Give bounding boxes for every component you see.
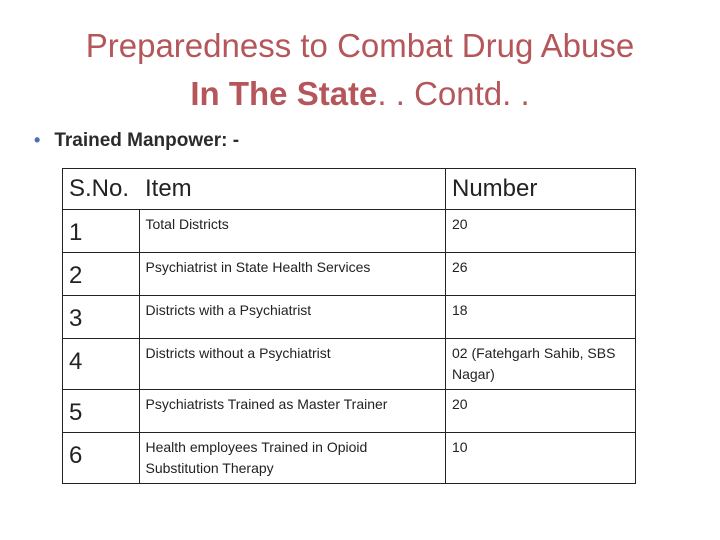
cell-item: Psychiatrists Trained as Master Trainer xyxy=(138,389,446,433)
cell-sno: 5 xyxy=(62,389,140,433)
bullet-text: Trained Manpower: - xyxy=(54,130,240,151)
table-row: 1 Total Districts 20 xyxy=(62,209,636,253)
table-row: 4 Districts without a Psychiatrist 02 (F… xyxy=(62,338,636,390)
title-line-2-bold: In The State xyxy=(190,75,378,112)
cell-number: 10 xyxy=(445,432,636,484)
cell-item: Districts with a Psychiatrist xyxy=(138,295,446,339)
cell-item: Districts without a Psychiatrist xyxy=(138,338,446,390)
cell-item: Total Districts xyxy=(138,209,446,253)
cell-item: Psychiatrist in State Health Services xyxy=(138,252,446,296)
cell-number: 26 xyxy=(445,252,636,296)
table-row: 5 Psychiatrists Trained as Master Traine… xyxy=(62,389,636,433)
title-line-2-rest: . . Contd. . xyxy=(377,75,530,112)
cell-sno: 6 xyxy=(62,432,140,484)
header-number: Number xyxy=(445,168,636,210)
slide-title: Preparedness to Combat Drug Abuse In The… xyxy=(0,22,720,118)
cell-number: 02 (Fatehgarh Sahib, SBS Nagar) xyxy=(445,338,636,390)
cell-sno: 1 xyxy=(62,209,140,253)
title-line-2: In The State. . Contd. . xyxy=(0,70,720,118)
header-sno: S.No. xyxy=(62,168,139,210)
header-item: Item xyxy=(139,168,446,210)
table-row: 2 Psychiatrist in State Health Services … xyxy=(62,252,636,296)
cell-sno: 4 xyxy=(62,338,140,390)
table-row: 3 Districts with a Psychiatrist 18 xyxy=(62,295,636,339)
manpower-table: S.No. Item Number 1 Total Districts 20 2… xyxy=(62,168,636,484)
cell-sno: 3 xyxy=(62,295,140,339)
cell-number: 18 xyxy=(445,295,636,339)
cell-sno: 2 xyxy=(62,252,140,296)
cell-number: 20 xyxy=(445,389,636,433)
cell-item: Health employees Trained in Opioid Subst… xyxy=(138,432,446,484)
cell-number: 20 xyxy=(445,209,636,253)
section-bullet: • Trained Manpower: - xyxy=(34,130,239,152)
title-line-1: Preparedness to Combat Drug Abuse xyxy=(85,27,635,64)
bullet-icon: • xyxy=(34,130,41,150)
table-header-row: S.No. Item Number xyxy=(62,168,636,210)
table-row: 6 Health employees Trained in Opioid Sub… xyxy=(62,432,636,484)
